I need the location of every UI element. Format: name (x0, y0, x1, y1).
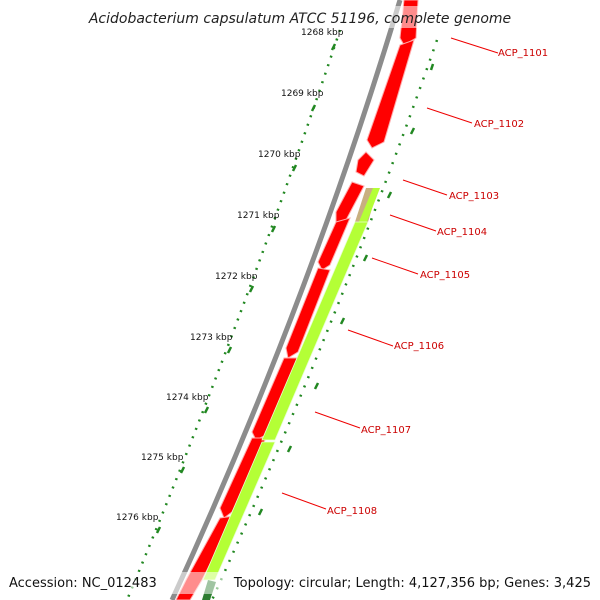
title-backdrop (86, 6, 516, 28)
gene-label-acp-1106[interactable]: ACP_1106 (394, 341, 444, 352)
ruler-label-1273: 1273 kbp (190, 333, 233, 343)
gene-label-acp-1108[interactable]: ACP_1108 (327, 506, 377, 517)
label-leaders (281, 37, 499, 510)
ruler-label-1269: 1269 kbp (281, 89, 324, 99)
ruler-label-1268: 1268 kbp (301, 28, 344, 38)
cds-acp-1105[interactable] (317, 217, 351, 271)
ruler-labels: 1268 kbp 1269 kbp 1270 kbp 1271 kbp 1272… (116, 28, 344, 523)
inner-major-ticks (155, 43, 337, 534)
map-title: Acidobacterium capsulatum ATCC 51196, co… (88, 11, 511, 27)
ruler-label-1272: 1272 kbp (215, 272, 258, 282)
cds-acp-1103[interactable] (355, 151, 375, 177)
accession-text: Accession: NC_012483 (9, 576, 157, 591)
gene-label-acp-1102[interactable]: ACP_1102 (474, 119, 524, 130)
gene-label-acp-1107[interactable]: ACP_1107 (361, 425, 411, 436)
ruler-label-1270: 1270 kbp (258, 150, 301, 160)
gene-label-acp-1101[interactable]: ACP_1101 (498, 48, 548, 59)
ruler-label-1275: 1275 kbp (141, 453, 184, 463)
ruler-label-1271: 1271 kbp (237, 211, 280, 221)
feature-green-2[interactable] (261, 221, 369, 441)
reverse-cds-track (202, 188, 380, 600)
ruler-label-1274: 1274 kbp (166, 393, 209, 403)
ruler-label-1276: 1276 kbp (116, 513, 159, 523)
gene-label-acp-1103[interactable]: ACP_1103 (449, 191, 499, 202)
cds-acp-1106[interactable] (285, 267, 331, 359)
genome-summary-text: Topology: circular; Length: 4,127,356 bp… (233, 576, 591, 591)
genome-backbone (169, 0, 403, 600)
gene-label-acp-1105[interactable]: ACP_1105 (420, 270, 470, 281)
gene-labels: ACP_1101 ACP_1102 ACP_1103 ACP_1104 ACP_… (327, 48, 548, 517)
outer-tick-ring (210, 39, 439, 600)
gene-label-acp-1104[interactable]: ACP_1104 (437, 227, 487, 238)
cds-acp-1102[interactable] (366, 39, 415, 149)
outer-major-ticks (257, 63, 435, 516)
footer-backdrop (0, 572, 600, 594)
